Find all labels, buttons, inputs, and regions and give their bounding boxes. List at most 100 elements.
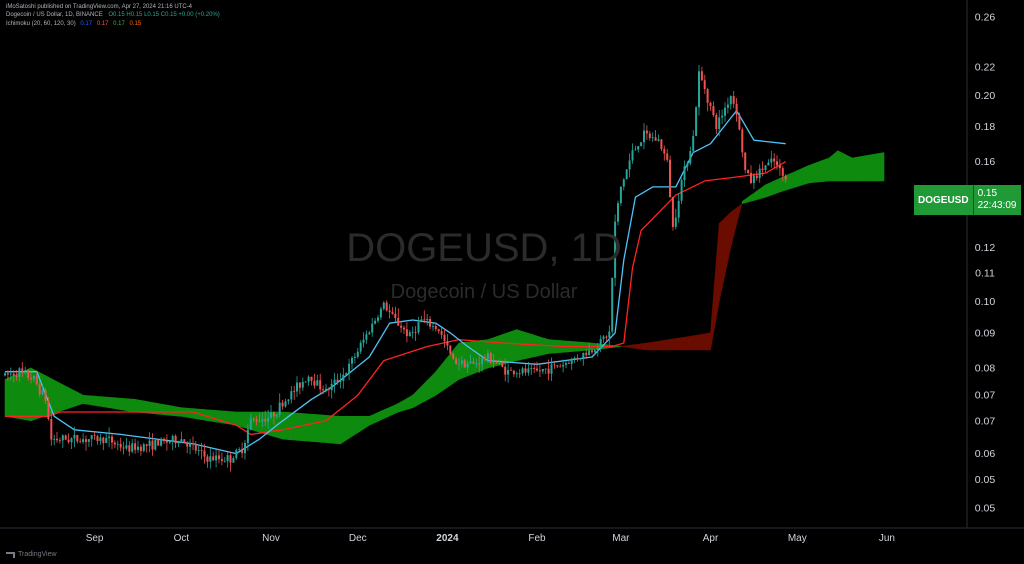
candle-body	[348, 363, 351, 374]
candle-body	[313, 380, 316, 386]
candle-body	[602, 336, 605, 339]
candle-body	[353, 356, 356, 358]
cloud-segment	[837, 150, 842, 182]
candle-body	[397, 317, 400, 326]
cloud-segment	[334, 415, 338, 444]
candle-body	[735, 103, 738, 115]
indicator-legend[interactable]: Ichimoku (20, 60, 120, 30) 0.17 0.17 0.1…	[6, 21, 141, 28]
candle-body	[76, 435, 79, 442]
candle-body	[408, 332, 411, 337]
candle-body	[223, 461, 226, 462]
cloud-segment	[308, 413, 312, 442]
cloud-segment	[123, 398, 127, 411]
candle-body	[316, 380, 319, 386]
cloud-segment	[689, 335, 694, 351]
candle-body	[741, 129, 744, 153]
candle-body	[310, 376, 313, 381]
cloud-segment	[762, 184, 766, 199]
cloud-segment	[10, 375, 14, 419]
cloud-segment	[536, 335, 541, 357]
candle-body	[270, 412, 272, 418]
y-tick-label: 0.26	[975, 12, 996, 24]
candle-body	[356, 351, 359, 357]
candle-body	[200, 450, 203, 451]
candle-body	[761, 168, 764, 171]
candle-body	[582, 352, 585, 358]
cloud-segment	[447, 352, 451, 388]
cloud-segment	[331, 415, 335, 444]
cloud-segment	[880, 152, 885, 182]
cloud-segment	[282, 411, 286, 440]
cloud-segment	[215, 410, 220, 423]
candle-body	[267, 417, 270, 422]
candle-body	[116, 443, 119, 445]
cloud-segment	[395, 403, 399, 414]
cloud-segment	[747, 194, 752, 203]
indicator-value: 0.15	[129, 21, 142, 27]
candle-body	[501, 362, 504, 367]
cloud-segment	[111, 397, 116, 410]
candle-body	[64, 435, 67, 440]
candle-body	[53, 438, 56, 440]
candle-body	[420, 319, 423, 323]
candle-body	[498, 362, 501, 364]
cloud-segment	[134, 398, 139, 413]
candle-body	[246, 429, 249, 443]
candle-body	[619, 186, 622, 204]
candle-body	[732, 96, 735, 104]
price-tag-value: 0.15	[977, 188, 998, 199]
cloud-segment	[791, 171, 795, 189]
tradingview-logo[interactable]: TradingView	[6, 551, 57, 558]
candle-body	[403, 327, 405, 330]
cloud-segment	[230, 411, 234, 426]
cloud-segment	[366, 415, 370, 428]
candle-body	[510, 369, 512, 371]
x-tick-label: Feb	[528, 533, 546, 544]
candle-body	[729, 96, 732, 105]
cloud-segment	[13, 373, 17, 419]
cloud-segment	[77, 391, 81, 406]
candle-body	[588, 350, 591, 356]
cloud-segment	[525, 331, 529, 360]
candle-body	[460, 360, 463, 364]
candle-body	[449, 345, 452, 354]
candle-body	[758, 168, 761, 178]
candle-body	[585, 352, 588, 356]
candle-body	[556, 365, 559, 367]
cloud-segment	[253, 411, 257, 432]
cloud-segment	[851, 157, 856, 182]
cloud-segment	[776, 177, 781, 194]
candle-body	[414, 332, 417, 333]
cloud-segment	[441, 360, 445, 392]
candle-body	[319, 380, 322, 390]
candle-body	[241, 449, 244, 454]
y-tick-label: 0.07	[975, 390, 996, 402]
cloud-segment	[74, 390, 78, 407]
candle-body	[215, 455, 218, 461]
cloud-segment	[843, 153, 847, 182]
candle-body	[128, 445, 131, 452]
cloud-segment	[421, 382, 425, 404]
candle-body	[562, 364, 565, 367]
candle-body	[579, 358, 582, 360]
candle-body	[400, 325, 403, 328]
candle-body	[617, 203, 619, 222]
candle-body	[544, 368, 547, 370]
candle-body	[368, 332, 371, 335]
candle-body	[21, 368, 24, 372]
candle-body	[171, 435, 174, 442]
cloud-segment	[736, 205, 740, 225]
price-axis[interactable]: 0.260.220.200.180.160.140.120.110.100.09…	[975, 12, 996, 515]
time-axis[interactable]: Sep Oct Nov Dec 2024 Feb Mar Apr May Jun	[86, 533, 895, 544]
cloud-segment	[432, 370, 437, 398]
cloud-segment	[799, 167, 804, 187]
cloud-segment	[357, 415, 362, 434]
candle-body	[596, 348, 599, 351]
cloud-segment	[652, 341, 656, 351]
cloud-segment	[56, 381, 61, 413]
cloud-segment	[481, 339, 486, 371]
cloud-segment	[528, 332, 532, 359]
candle-body	[220, 459, 223, 461]
cloud-segment	[4, 377, 9, 418]
